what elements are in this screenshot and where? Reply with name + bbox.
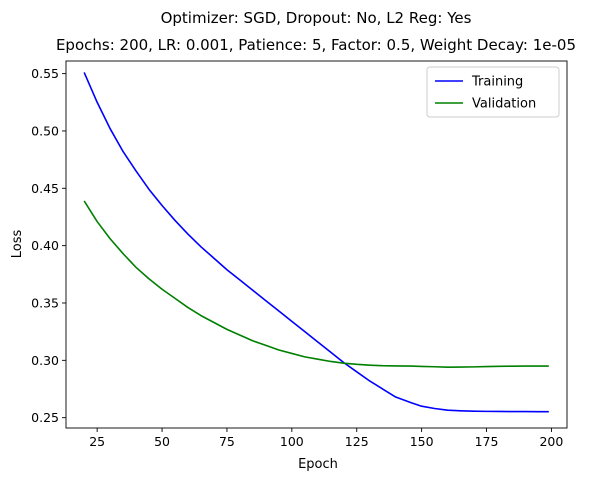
y-tick-label: 0.30 [31, 353, 59, 368]
series-line-validation [83, 200, 549, 369]
x-tick-label: 50 [154, 434, 170, 449]
y-tick-label: 0.50 [31, 123, 59, 138]
y-tick-label: 0.40 [31, 238, 59, 253]
x-tick-label: 25 [89, 434, 105, 449]
x-tick-label: 175 [475, 434, 499, 449]
y-tick-label: 0.25 [31, 410, 59, 425]
legend-box [426, 66, 560, 118]
y-tick-label: 0.35 [31, 295, 59, 310]
series-line-training [83, 72, 549, 413]
x-axis-label: Epoch [298, 457, 338, 472]
plot-frame [65, 60, 568, 429]
y-tick-label: 0.45 [31, 181, 59, 196]
y-axis-label: Loss [10, 230, 25, 259]
x-tick-label: 150 [410, 434, 434, 449]
x-tick-label: 100 [280, 434, 304, 449]
x-tick-label: 200 [539, 434, 563, 449]
chart-subtitle: Epochs: 200, LR: 0.001, Patience: 5, Fac… [56, 36, 576, 54]
legend-label-validation: Validation [472, 97, 536, 112]
chart-title: Optimizer: SGD, Dropout: No, L2 Reg: Yes [161, 9, 472, 27]
plot-area: 25 50 75 100 125 150 175 200 0.25 0.30 0.35 0.40 0.4… [31, 60, 568, 449]
x-tick-label: 75 [219, 434, 235, 449]
y-tick-label: 0.55 [31, 66, 59, 81]
legend-label-training: Training [471, 75, 523, 90]
x-tick-label: 125 [345, 434, 369, 449]
